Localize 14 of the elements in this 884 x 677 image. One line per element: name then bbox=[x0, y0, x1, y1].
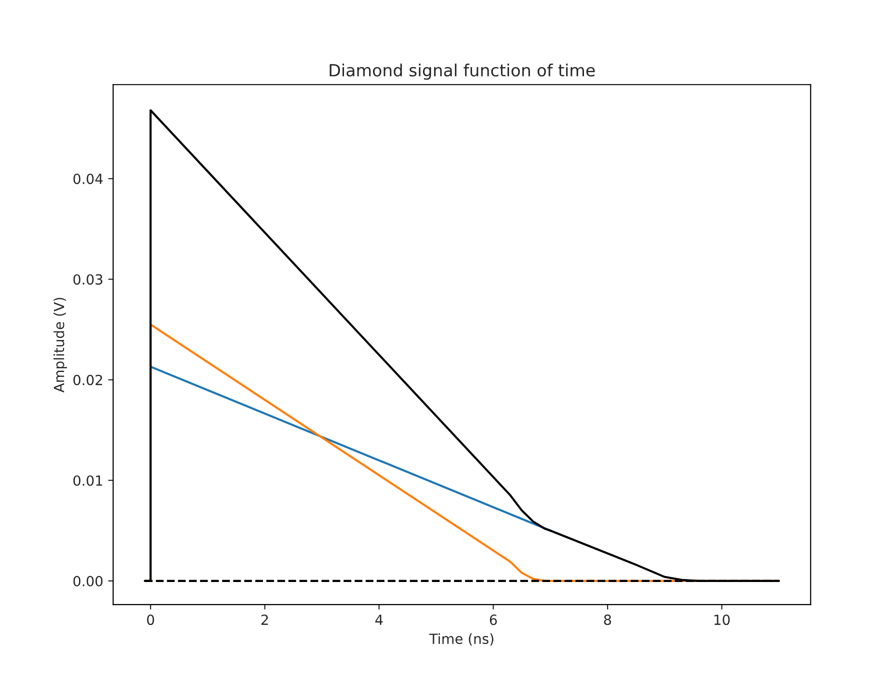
x-tick-label: 0 bbox=[147, 614, 154, 626]
y-tick-label: 0.02 bbox=[73, 374, 102, 386]
x-tick-label: 10 bbox=[714, 614, 730, 626]
y-tick-label: 0.03 bbox=[73, 274, 102, 285]
y-tick-label: 0.01 bbox=[73, 475, 102, 486]
chart-title: Diamond signal function of time bbox=[330, 64, 595, 80]
y-tick-label: 0.00 bbox=[73, 576, 103, 586]
x-tick-label: 6 bbox=[490, 614, 497, 626]
x-tick-label: 8 bbox=[604, 614, 612, 626]
y-tick-label: 0.04 bbox=[73, 174, 103, 184]
x-axis-title: Time (ns) bbox=[429, 633, 494, 646]
x-tick-label: 4 bbox=[375, 614, 383, 625]
y-axis-title: Amplitude (V) bbox=[54, 298, 67, 392]
x-tick-label: 2 bbox=[261, 614, 268, 625]
